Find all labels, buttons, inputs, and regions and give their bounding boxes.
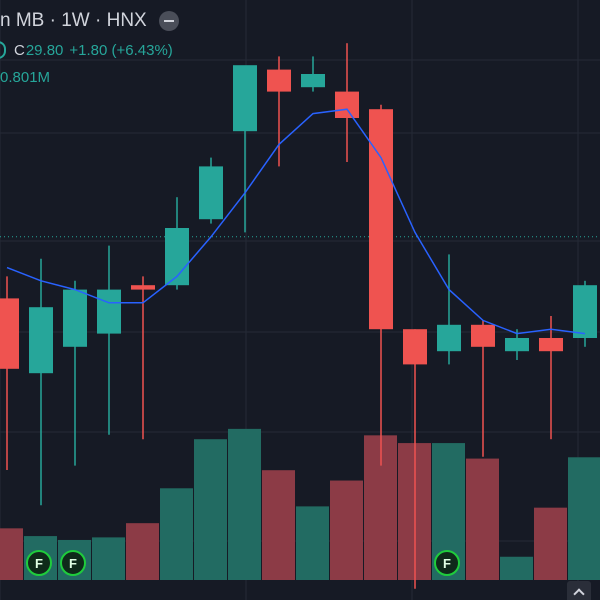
financial-marker-label: F xyxy=(35,556,43,571)
volume-bar xyxy=(0,528,23,580)
volume-bar xyxy=(466,458,499,580)
volume-value: 0.801M xyxy=(0,69,51,86)
candle-body[interactable] xyxy=(539,338,563,352)
ohlc-legend: C 29.80 +1.80 (+6.43%) xyxy=(0,41,173,59)
volume-legend: 0.801M xyxy=(0,69,50,86)
candle[interactable] xyxy=(131,276,155,440)
financial-marker[interactable]: F xyxy=(60,550,86,576)
candle-body[interactable] xyxy=(267,69,291,92)
candle[interactable] xyxy=(267,56,291,167)
financial-marker-label: F xyxy=(443,556,451,571)
financial-marker-circle[interactable] xyxy=(60,550,86,576)
chevron-up-icon[interactable] xyxy=(567,581,591,600)
candle-body[interactable] xyxy=(335,91,359,118)
financial-marker[interactable]: F xyxy=(434,550,460,576)
candle[interactable] xyxy=(403,329,427,589)
candle[interactable] xyxy=(63,280,87,466)
candle[interactable] xyxy=(573,280,597,347)
candle[interactable] xyxy=(97,245,121,435)
moving-average-line xyxy=(6,108,586,335)
candle-body[interactable] xyxy=(233,65,257,132)
volume-bar xyxy=(568,457,600,580)
candle[interactable] xyxy=(437,254,461,365)
candle[interactable] xyxy=(233,65,257,233)
symbol-title[interactable]: n MB · 1W · HNX xyxy=(0,10,147,31)
candle-body[interactable] xyxy=(471,324,495,347)
candle-body[interactable] xyxy=(97,289,121,334)
candle[interactable] xyxy=(335,43,359,162)
financial-marker-circle[interactable] xyxy=(26,550,52,576)
volume-bar xyxy=(126,523,159,580)
close-key: C xyxy=(14,41,25,59)
candle[interactable] xyxy=(29,258,53,506)
candle[interactable] xyxy=(0,276,19,470)
financial-marker-circle[interactable] xyxy=(434,550,460,576)
candle-body[interactable] xyxy=(63,289,87,347)
financial-marker[interactable]: F xyxy=(26,550,52,576)
candle-body[interactable] xyxy=(403,329,427,365)
volume-bar xyxy=(534,507,567,580)
candle-body[interactable] xyxy=(369,109,393,330)
candle[interactable] xyxy=(199,157,223,224)
volume-bar xyxy=(500,556,533,580)
volume-bar xyxy=(296,506,329,580)
candle-body[interactable] xyxy=(301,74,325,88)
candle-body[interactable] xyxy=(0,298,19,369)
volume-bar xyxy=(160,488,193,580)
candle-body[interactable] xyxy=(437,324,461,352)
candle-body[interactable] xyxy=(505,338,529,352)
volume-bar xyxy=(228,428,261,580)
minus-circle-icon[interactable] xyxy=(158,11,179,31)
candles[interactable] xyxy=(0,43,597,589)
volume-bar xyxy=(92,537,125,580)
financial-marker-label: F xyxy=(69,556,77,571)
candle-body[interactable] xyxy=(573,285,597,338)
volume-bar xyxy=(194,439,227,580)
candle-body[interactable] xyxy=(131,285,155,290)
symbol-legend[interactable]: n MB · 1W · HNX xyxy=(0,10,179,32)
close-value: 29.80 xyxy=(25,41,64,59)
candle-body[interactable] xyxy=(29,307,53,374)
candle[interactable] xyxy=(471,320,495,457)
volume-bars xyxy=(0,428,600,580)
price-change: +1.80 (+6.43%) xyxy=(69,41,173,59)
candle[interactable] xyxy=(301,56,325,92)
candle-body[interactable] xyxy=(199,166,223,220)
volume-bar xyxy=(330,480,363,580)
volume-bar xyxy=(262,470,295,580)
candle[interactable] xyxy=(539,316,563,440)
visibility-icon[interactable] xyxy=(0,41,6,59)
